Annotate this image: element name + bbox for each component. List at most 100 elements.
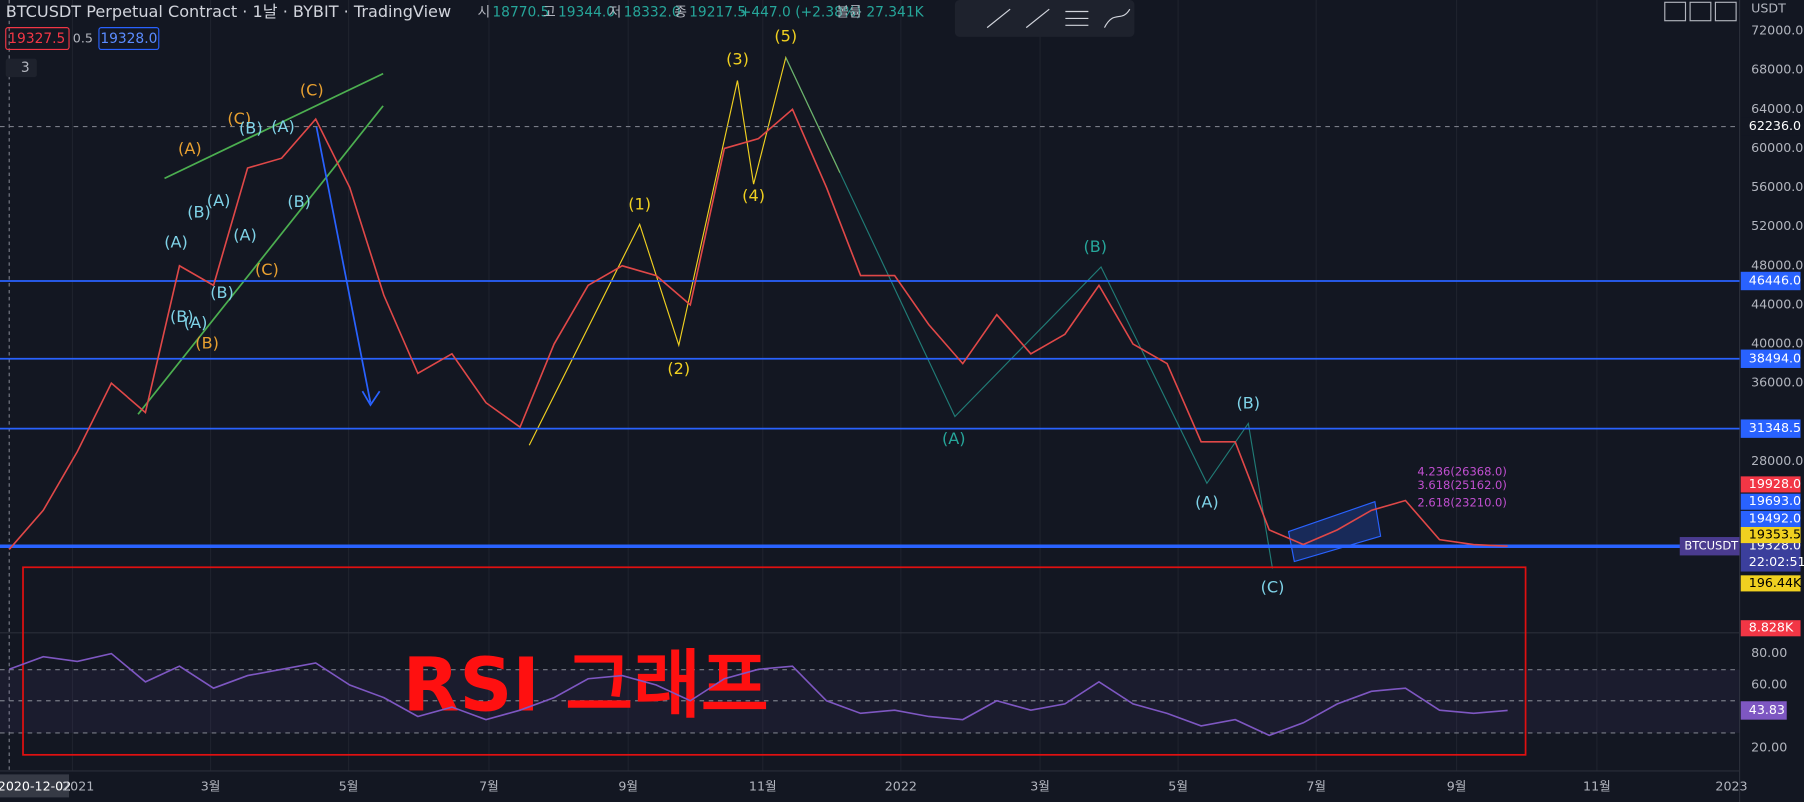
price-tick-label: 44000.0: [1751, 296, 1803, 311]
level-tag: [1740, 117, 1801, 136]
rsi-tick-label: 20.00: [1751, 739, 1787, 754]
indicator-toggle[interactable]: [5, 58, 37, 78]
wave-label: (C): [300, 80, 324, 99]
price-tick-label: 28000.0: [1751, 453, 1803, 468]
ohlc-key: 시: [477, 5, 490, 21]
currency: USDT: [1751, 1, 1786, 16]
fib-label: 3.618(25162.0): [1417, 478, 1506, 492]
sell-price: 19327.5: [8, 31, 65, 47]
wave-label: (A): [178, 139, 202, 158]
ohlc-key: 종: [674, 5, 687, 21]
change: +447.0 (+2.38%): [740, 5, 862, 21]
price-tick-label: 60000.0: [1751, 140, 1803, 155]
time-label: 7월: [479, 779, 499, 794]
time-label: 2021: [62, 779, 94, 794]
ohlc-key: 저: [609, 5, 622, 21]
ohlc-value: 19217.5: [689, 5, 746, 21]
buy-button[interactable]: [98, 27, 160, 51]
wave-label: (4): [742, 186, 765, 205]
level-label: 62236.0: [1749, 118, 1801, 133]
rsi-line: [8, 652, 1508, 737]
annotation-text: RSI 그래프: [403, 643, 769, 728]
cursor-date-box: [0, 774, 70, 798]
window-buttons[interactable]: [1664, 1, 1737, 22]
ohlc-value: 18332.0: [624, 5, 681, 21]
price-tag: [1740, 476, 1801, 493]
price-tick-label: 64000.0: [1751, 101, 1803, 116]
time-label: 5월: [339, 779, 359, 794]
wave-label: (B): [1083, 237, 1107, 256]
level-tag: [1740, 349, 1801, 368]
countdown: 22:02:51: [1749, 554, 1804, 569]
fib-label: 4.236(26368.0): [1417, 464, 1506, 478]
wave-label: (B): [287, 192, 311, 211]
buy-price: 19328.0: [100, 31, 157, 47]
rsi-tick-label: 80.00: [1751, 645, 1787, 660]
wave-label: (A): [184, 313, 208, 332]
wave-label: (A): [1195, 492, 1219, 511]
indicator-count: 3: [21, 60, 30, 76]
price-tag-label: 19928.0: [1749, 476, 1801, 491]
time-label: 11월: [749, 779, 777, 794]
price-tick-label: 52000.0: [1751, 218, 1803, 233]
price-tick-label: 40000.0: [1751, 336, 1803, 351]
time-label: 7월: [1306, 779, 1326, 794]
wave-label: (B): [1236, 393, 1260, 412]
price-tick-label: 48000.0: [1751, 257, 1803, 272]
price-tag: [1740, 620, 1801, 637]
wave-label: (A): [164, 232, 188, 251]
time-label: 3월: [1030, 779, 1050, 794]
volume-key: 볼륨: [836, 5, 861, 21]
time-label: 9월: [618, 779, 638, 794]
level-tag: [1740, 271, 1801, 291]
wave-label: (3): [726, 49, 749, 68]
wave-label: (1): [628, 194, 651, 213]
price-tag-label: 19353.5: [1749, 527, 1801, 542]
price-tick-label: 36000.0: [1751, 375, 1803, 390]
spread: 0.5: [73, 31, 93, 46]
ohlc-value: 18770.5: [492, 5, 549, 21]
price-tag: [1740, 510, 1801, 527]
wave-label: (B): [210, 283, 234, 302]
wave-label: (2): [667, 359, 690, 378]
ohlc-value: 19344.0: [558, 5, 615, 21]
level-tag: [1740, 419, 1801, 438]
wave-label: (C): [1261, 577, 1285, 596]
symbol-tag: [1679, 537, 1740, 556]
rsi-tag: [1740, 701, 1787, 720]
price-tick-label: 68000.0: [1751, 62, 1803, 77]
price-tag-label: 8.828K: [1749, 620, 1794, 635]
wave-label: (B): [170, 307, 194, 326]
time-label: 9월: [1447, 779, 1467, 794]
level-label: 46446.0: [1749, 272, 1801, 287]
symbol-label: BTCUSDT: [1684, 539, 1739, 553]
price-line: [8, 107, 1508, 550]
wave-label: (C): [227, 109, 251, 128]
wave-label: (B): [195, 334, 219, 353]
wave-label: (A): [271, 117, 295, 136]
price-tag-label: 196.44K: [1749, 575, 1802, 590]
time-label: 2023: [1715, 779, 1747, 794]
cursor-date: 2020-12-02: [0, 779, 71, 794]
wave-label: (5): [774, 26, 797, 45]
wave-label: (A): [942, 429, 966, 448]
price-tag-label: 19492.0: [1749, 510, 1801, 525]
price-tag-label: 19693.0: [1749, 493, 1801, 508]
fib-label: 2.618(23210.0): [1417, 495, 1506, 509]
level-label: 38494.0: [1749, 350, 1801, 365]
rsi-last-label: 43.83: [1749, 702, 1785, 717]
wave-label: (B): [187, 202, 211, 221]
time-label: 2022: [885, 779, 917, 794]
ohlc-key: 고: [543, 5, 556, 21]
grid: [71, 0, 1598, 771]
symbol-title: BTCUSDT Perpetual Contract · 1날 · BYBIT …: [6, 2, 451, 21]
rsi-band: [0, 669, 1740, 733]
wave-label: (A): [233, 225, 257, 244]
rsi-tick-label: 60.00: [1751, 677, 1787, 692]
annotation-box: [22, 566, 1527, 756]
toolbar-icons[interactable]: [986, 8, 1131, 29]
sell-button[interactable]: [5, 27, 70, 51]
wave-label: (A): [207, 191, 231, 210]
